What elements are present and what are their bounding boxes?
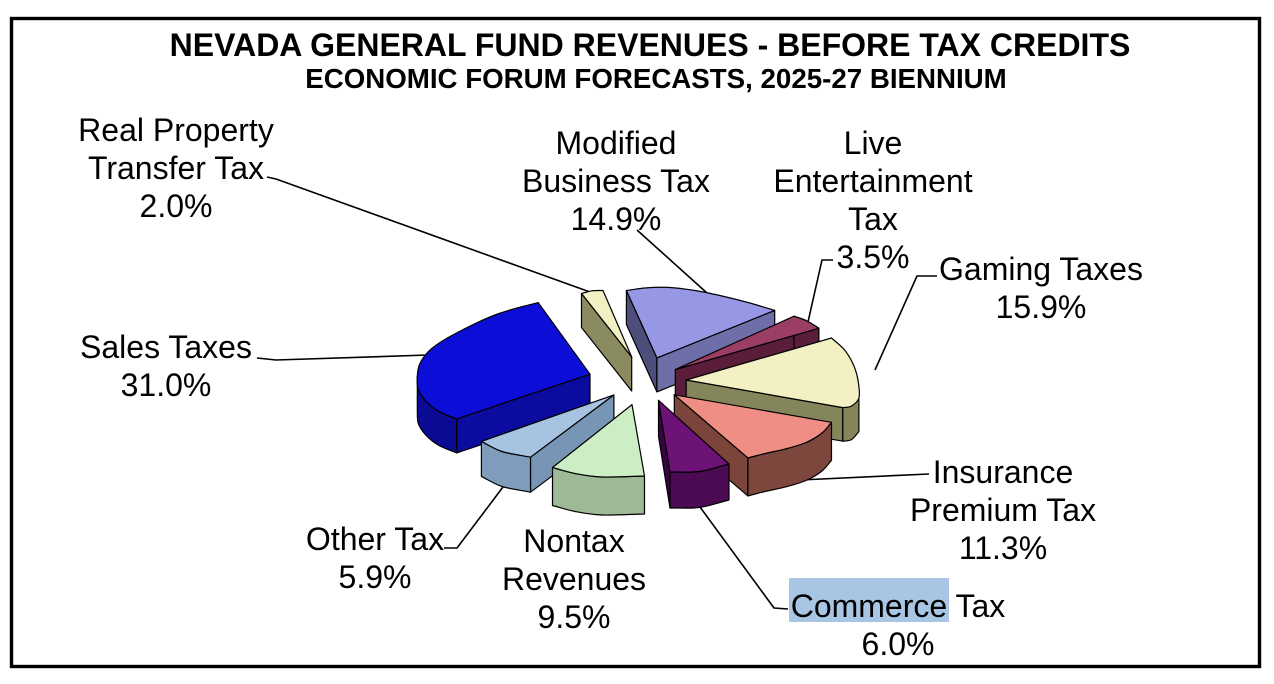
svg-text:Premium Tax: Premium Tax bbox=[910, 492, 1096, 528]
svg-text:Modified: Modified bbox=[556, 125, 677, 161]
svg-text:15.9%: 15.9% bbox=[996, 289, 1087, 325]
svg-text:6.0%: 6.0% bbox=[862, 626, 935, 662]
svg-text:9.5%: 9.5% bbox=[538, 599, 611, 635]
svg-text:ECONOMIC FORUM FORECASTS, 2025: ECONOMIC FORUM FORECASTS, 2025-27 BIENNI… bbox=[305, 63, 1007, 94]
svg-text:5.9%: 5.9% bbox=[339, 559, 412, 595]
svg-text:11.3%: 11.3% bbox=[959, 530, 1047, 566]
svg-text:Other Tax: Other Tax bbox=[306, 521, 444, 557]
svg-text:31.0%: 31.0% bbox=[121, 367, 212, 403]
svg-text:Tax: Tax bbox=[848, 201, 898, 237]
svg-text:Insurance: Insurance bbox=[933, 454, 1074, 490]
svg-text:Entertainment: Entertainment bbox=[773, 163, 972, 199]
svg-text:2.0%: 2.0% bbox=[140, 188, 213, 224]
svg-text:3.5%: 3.5% bbox=[837, 239, 910, 275]
svg-text:Live: Live bbox=[844, 125, 903, 161]
svg-text:Nontax: Nontax bbox=[523, 523, 624, 559]
svg-text:Revenues: Revenues bbox=[502, 561, 646, 597]
svg-text:Sales Taxes: Sales Taxes bbox=[80, 329, 252, 365]
svg-text:14.9%: 14.9% bbox=[571, 201, 662, 237]
svg-text:Commerce Tax: Commerce Tax bbox=[791, 588, 1006, 624]
svg-text:Business Tax: Business Tax bbox=[522, 163, 710, 199]
svg-text:NEVADA GENERAL FUND REVENUES -: NEVADA GENERAL FUND REVENUES - BEFORE TA… bbox=[170, 27, 1131, 63]
svg-text:Real Property: Real Property bbox=[78, 112, 274, 148]
svg-text:Transfer Tax: Transfer Tax bbox=[88, 150, 264, 186]
svg-text:Gaming Taxes: Gaming Taxes bbox=[939, 251, 1143, 287]
